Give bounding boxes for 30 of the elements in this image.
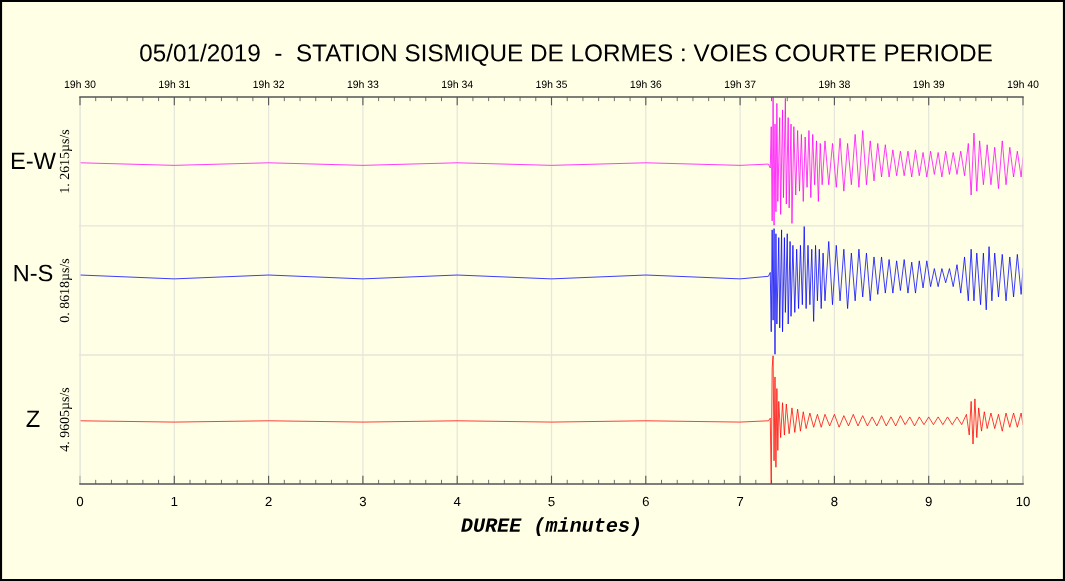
y-axis-title: 1. 2615µs/s <box>59 129 72 193</box>
y-axis-title: 4. 9605µs/s <box>59 387 72 452</box>
series-label: N-S <box>14 264 53 282</box>
x-tick-label: 7 <box>737 496 744 507</box>
x2-tick-label: 19h 30 <box>64 80 96 88</box>
x2-tick-label: 19h 35 <box>536 80 567 88</box>
x2-tick-label: 19h 32 <box>253 80 285 88</box>
x2-tick-label: 19h 38 <box>819 80 850 88</box>
x2-tick-label: 19h 31 <box>159 80 190 88</box>
series-label: E-W <box>11 152 56 169</box>
x-tick-label: 0 <box>76 496 84 507</box>
x2-tick-label: 19h 40 <box>1007 80 1039 88</box>
x-tick-label: 2 <box>265 496 272 507</box>
x-tick-label: 4 <box>453 496 461 507</box>
x-tick-label: 6 <box>642 496 649 507</box>
x-tick-label: 1 <box>171 496 178 507</box>
x2-tick-label: 19h 39 <box>913 80 945 88</box>
x2-tick-label: 19h 37 <box>724 80 756 88</box>
x-tick-label: 3 <box>359 496 366 507</box>
series-label: Z <box>26 410 40 427</box>
x2-tick-label: 19h 36 <box>630 80 662 88</box>
x-tick-label: 8 <box>831 496 838 507</box>
x-tick-label: 10 <box>1016 496 1030 507</box>
x2-tick-label: 19h 33 <box>347 80 379 88</box>
x-axis-title: DUREE (minutes) <box>461 517 640 536</box>
y-axis-title: 0. 8618µs/s <box>59 258 72 323</box>
x-tick-label: 5 <box>548 496 555 507</box>
x2-tick-label: 19h 34 <box>442 80 473 88</box>
x-tick-label: 9 <box>925 496 932 507</box>
chart-title: 05/01/2019 - STATION SISMIQUE DE LORMES : VOIES COURTE PERIODE <box>140 43 992 66</box>
